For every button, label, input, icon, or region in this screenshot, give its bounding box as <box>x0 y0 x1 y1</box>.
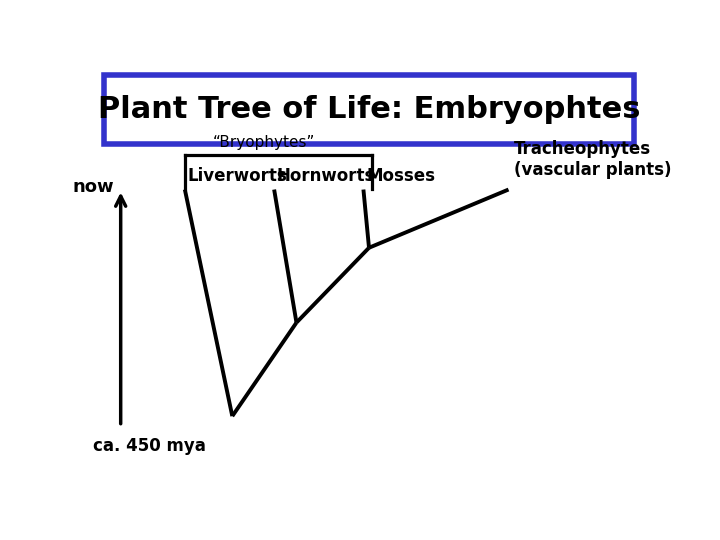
Text: ca. 450 mya: ca. 450 mya <box>93 437 206 455</box>
Text: Liverworts: Liverworts <box>188 167 287 185</box>
Text: “Bryophytes”: “Bryophytes” <box>213 136 315 151</box>
Text: Hornworts: Hornworts <box>277 167 375 185</box>
Text: Mosses: Mosses <box>366 167 435 185</box>
Text: now: now <box>73 178 114 197</box>
FancyBboxPatch shape <box>104 75 634 144</box>
Text: Tracheophytes
(vascular plants): Tracheophytes (vascular plants) <box>514 140 672 179</box>
Text: Plant Tree of Life: Embryophtes: Plant Tree of Life: Embryophtes <box>98 95 640 124</box>
